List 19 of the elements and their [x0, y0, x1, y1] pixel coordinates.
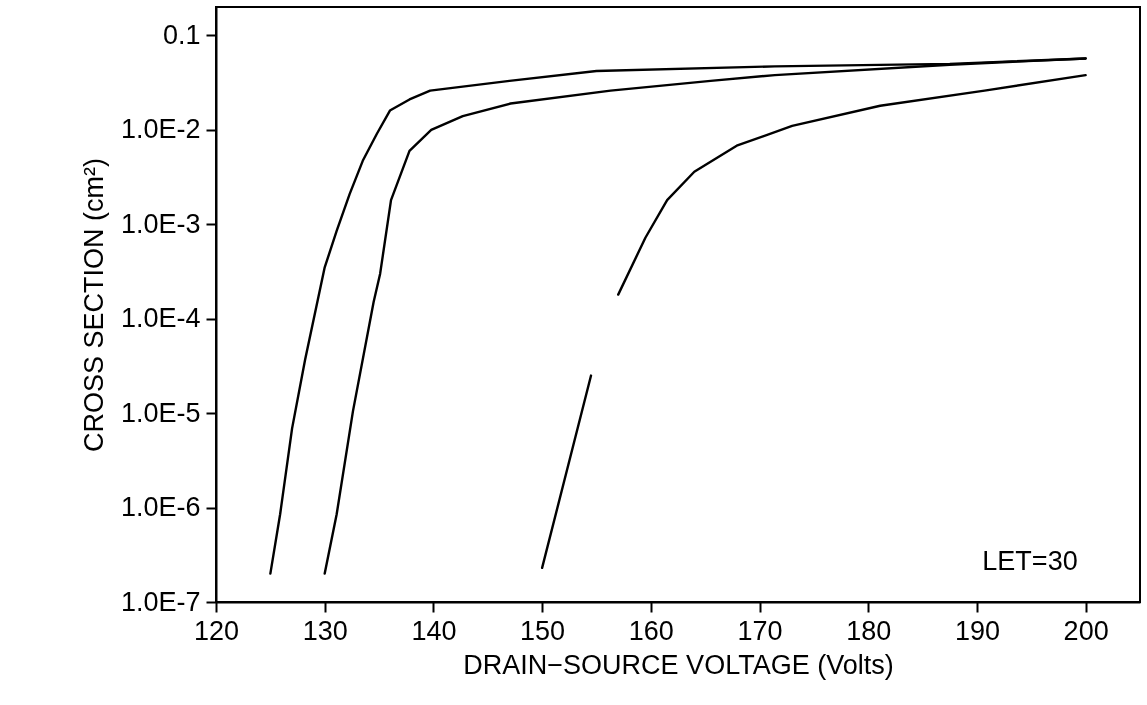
y-tick-label: 1.0E-7 — [120, 586, 201, 617]
x-tick-label: 160 — [628, 615, 674, 646]
x-tick-label: 170 — [737, 615, 783, 646]
x-tick-label: 140 — [411, 615, 457, 646]
y-tick-label: 1.0E-2 — [120, 114, 201, 145]
x-axis-title: DRAIN−SOURCE VOLTAGE (Volts) — [463, 649, 894, 680]
annotation: LET=30 — [982, 546, 1078, 576]
x-tick-label: 150 — [520, 615, 566, 646]
y-tick-label: 1.0E-3 — [120, 208, 201, 239]
y-tick-label: 0.1 — [162, 19, 201, 50]
x-tick-label: 200 — [1063, 615, 1109, 646]
x-tick-label: 120 — [193, 615, 240, 646]
x-tick-label: 130 — [302, 615, 348, 646]
y-tick-label: 1.0E-4 — [120, 303, 201, 334]
y-tick-label: 1.0E-6 — [120, 492, 201, 523]
x-tick-label: 190 — [954, 615, 1000, 646]
y-tick-label: 1.0E-5 — [120, 397, 201, 428]
x-tick-label: 180 — [846, 615, 892, 646]
y-axis-title: CROSS SECTION (cm²) — [78, 158, 109, 452]
